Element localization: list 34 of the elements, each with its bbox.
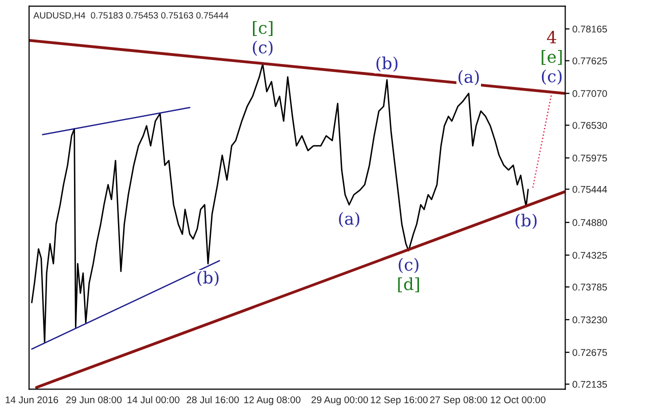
annotation: [d] [398,277,419,292]
x-tick-label: 14 Jun 2016 [6,396,58,404]
annotation: (c) [252,40,273,56]
x-tick-label: 14 Jul 00:00 [128,396,180,404]
annotation: [e] [542,50,562,65]
annotation: (b) [198,270,219,286]
x-tick-label: 12 Oct 00:00 [490,396,546,404]
text: AUDUSD,H4 0.75183 0.75453 0.75163 0.75444 [33,12,228,20]
x-tick-label: 28 Jul 16:00 [186,396,239,404]
x-tick-label: 29 Jun 08:00 [66,396,122,404]
y-tick-label: 0.73785 [572,284,607,291]
x-tick-label: 27 Sep 08:00 [430,396,488,406]
y-tick-label: 0.76530 [572,122,607,129]
y-tick-label: 0.77070 [572,90,607,98]
annotation: (a) [339,212,360,228]
x-tick-label: 29 Aug 00:00 [312,396,368,406]
y-tick-label: 0.74880 [572,219,607,226]
annotation: (b) [516,214,537,229]
y-tick-label: 0.75444 [572,186,608,193]
y-tick-label: 0.72135 [572,380,607,388]
y-tick-label: 0.77625 [572,57,607,64]
annotation: [c] [252,21,272,36]
y-tick-label: 0.73230 [572,316,607,324]
x-tick-label: 12 Aug 08:00 [244,396,300,406]
y-tick-label: 0.75975 [572,154,607,162]
annotation: 4 [546,30,556,44]
annotation: (c) [542,69,562,85]
annotation: (a) [458,70,479,86]
x-tick-label: 12 Sep 16:00 [370,396,428,406]
y-tick-label: 0.78165 [572,26,607,33]
annotation: (b) [376,56,398,72]
y-tick-label: 0.74325 [572,252,607,259]
y-tick-label: 0.72675 [572,349,607,356]
annotation: (c) [398,258,418,274]
